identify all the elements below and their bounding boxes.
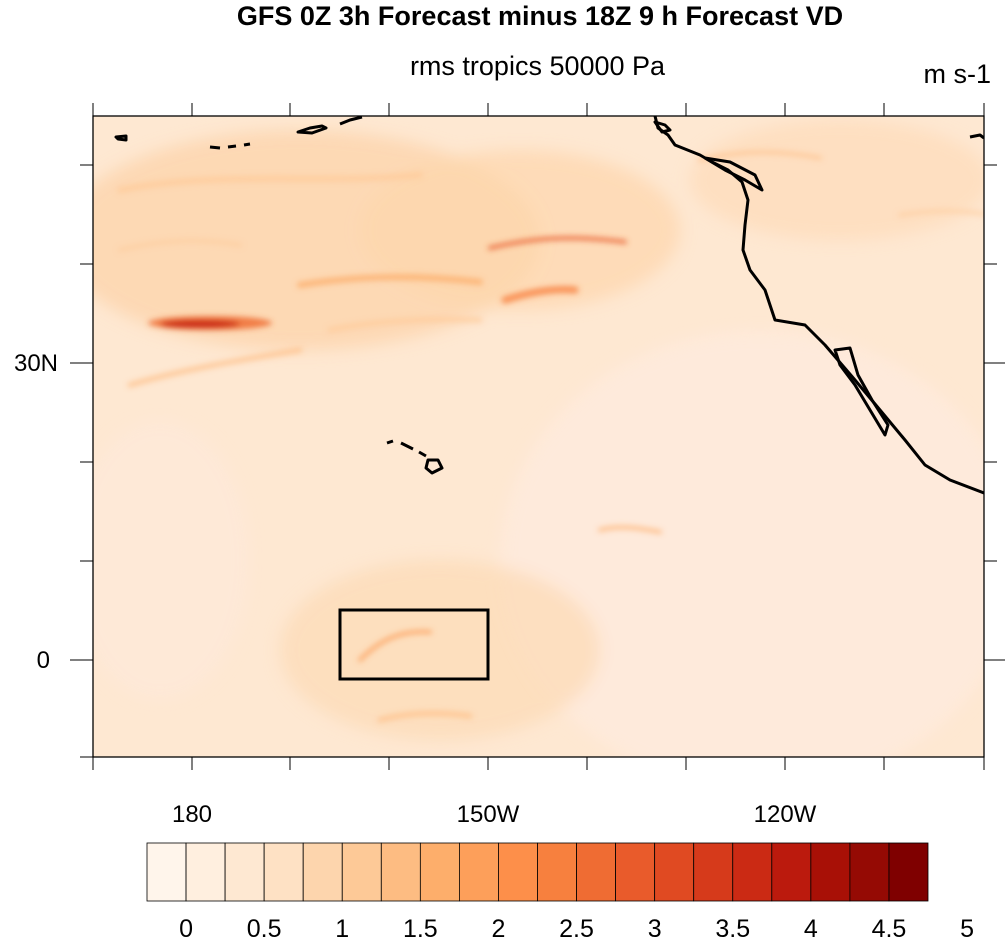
colorbar-label: 4 — [804, 915, 818, 943]
colorbar-swatch — [732, 842, 773, 902]
colorbar-swatch — [380, 842, 421, 902]
coastlines — [114, 116, 984, 495]
colorbar-label: 0.5 — [247, 915, 282, 943]
x-tick-label-150w: 150W — [457, 801, 520, 828]
colorbar-label: 2 — [491, 915, 505, 943]
colorbar-swatch — [458, 842, 499, 902]
colorbar-label: 5 — [960, 915, 974, 943]
y-tick-label-30n: 30N — [14, 350, 58, 377]
colorbar-swatch — [537, 842, 577, 902]
colorbar-swatch — [302, 842, 343, 902]
rms-field — [93, 116, 984, 757]
colorbar-swatch — [654, 842, 695, 902]
colorbar-label: 3 — [648, 915, 662, 943]
colorbar-label: 4.5 — [872, 915, 907, 943]
colorbar-label: 1.5 — [403, 915, 438, 943]
colorbar-swatch — [498, 842, 538, 902]
colorbar-swatch — [693, 842, 734, 902]
colorbar-swatch — [888, 842, 929, 902]
map-frame — [92, 115, 985, 758]
colorbar: 0 0.5 1 1.5 2 2.5 3 3.5 4 4.5 5 — [146, 842, 974, 943]
map-subtitle: rms tropics 50000 Pa — [409, 51, 666, 81]
colorbar-label: 0 — [179, 915, 193, 943]
x-tick-label-120w: 120W — [754, 801, 817, 828]
colorbar-label: 1 — [335, 915, 349, 943]
colorbar-swatch — [771, 842, 812, 902]
colorbar-swatch — [263, 842, 304, 902]
colorbar-swatch — [185, 842, 226, 902]
colorbar-swatch — [576, 842, 616, 902]
map-ticks — [70, 103, 1005, 770]
colorbar-swatch — [224, 842, 265, 902]
x-tick-label-180: 180 — [172, 801, 212, 828]
colorbar-swatch — [146, 842, 187, 902]
colorbar-swatch — [849, 842, 890, 902]
colorbar-label: 3.5 — [715, 915, 750, 943]
colorbar-swatch — [810, 842, 851, 902]
y-tick-label-0: 0 — [37, 647, 50, 674]
colorbar-swatch — [419, 842, 460, 902]
colorbar-swatch — [341, 842, 382, 902]
region-box — [338, 608, 490, 681]
colorbar-label: 2.5 — [559, 915, 594, 943]
colorbar-swatch — [615, 842, 656, 902]
units-label: m s-1 — [923, 59, 992, 89]
map-title: GFS 0Z 3h Forecast minus 18Z 9 h Forecas… — [236, 1, 844, 31]
